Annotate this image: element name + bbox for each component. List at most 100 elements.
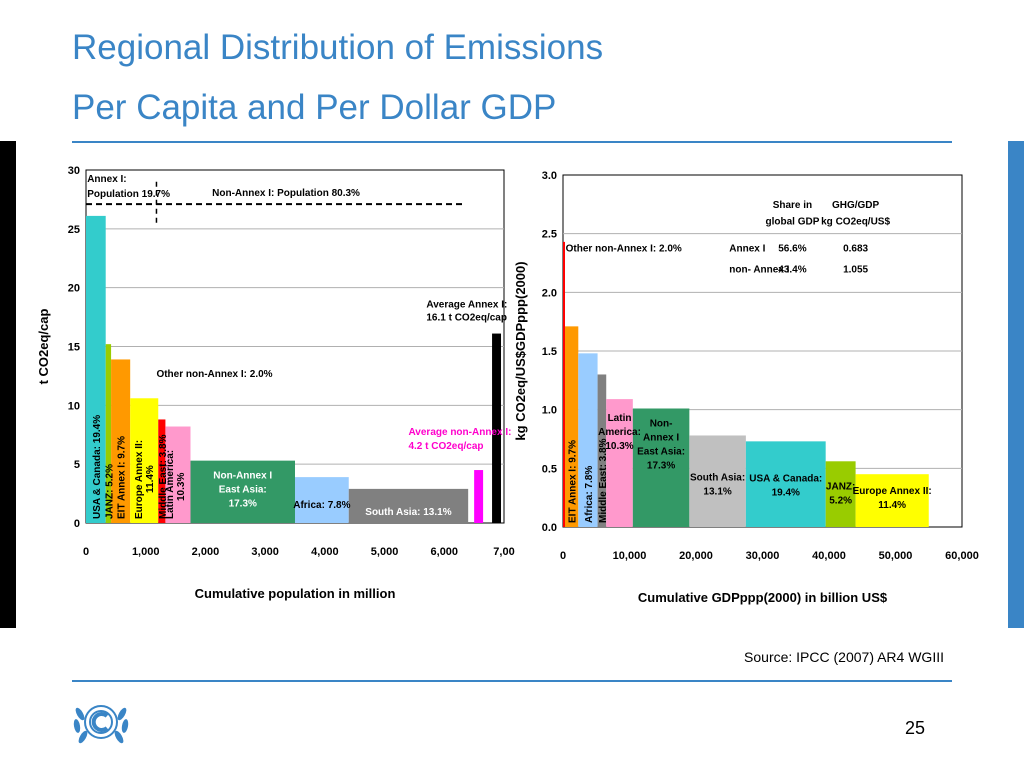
chart-2-bar-label: EIT Annex I: 9.7% [568, 440, 579, 523]
chart-2-table-cell: 56.6% [778, 243, 806, 254]
chart-1-bar-average-annex-i-16-1-t-co2eq-cap [492, 333, 502, 523]
chart-2-bar-label: USA & Canada: [749, 473, 822, 484]
chart-1-x-tick-label: 6,000 [431, 546, 459, 558]
chart-1-bar-europe-annex-ii-11-4 [130, 398, 159, 523]
chart-1-y-tick-label: 25 [68, 224, 80, 236]
chart-2-bar-label: 10.3% [605, 441, 633, 452]
chart-1-bar-south-asia-13-1 [348, 488, 469, 523]
chart-2-bar-non-annex-i-east-asia-17-3 [632, 408, 690, 527]
title-divider [72, 141, 952, 143]
chart-2-x-tick-label: 10,000 [613, 550, 647, 562]
chart-1-y-tick-label: 5 [74, 459, 80, 471]
chart-2-bar-label: 17.3% [647, 460, 675, 471]
chart-1-bar-label: East Asia: [219, 485, 267, 496]
chart-2-x-tick-label: 20,000 [679, 550, 713, 562]
chart-1-x-tick-label: 0 [83, 546, 89, 558]
chart-2-bar-label: 5.2% [829, 495, 852, 506]
chart-2-bar-usa-canada-19-4 [745, 441, 826, 527]
chart-1-y-tick-label: 10 [68, 400, 80, 412]
chart-2-table-cell: 43.4% [778, 264, 806, 275]
chart-2-bar-label: 11.4% [878, 500, 906, 511]
chart-1-annotation: 4.2 t CO2eq/cap [408, 441, 483, 452]
unfccc-logo-icon [73, 705, 129, 744]
chart-2-table-header: Share in [773, 200, 812, 211]
chart-2-bar-janz-5-2 [825, 461, 856, 527]
chart-1-x-tick-label: 5,000 [371, 546, 399, 558]
emissions-figure: 0 5 10 15 20 25 30 0 1,000 2,000 3,000 4,000 5,000 6,… [16, 150, 1008, 628]
chart-1-bar-africa-7-8 [295, 477, 349, 523]
chart-2-table-row-label: Annex I [729, 243, 765, 254]
chart-1-bar-label: EIT Annex I: 9.7% [117, 436, 128, 519]
chart-2-table-header: GHG/GDP [832, 200, 880, 211]
chart-1-annotation: Population 19.7% [87, 189, 170, 200]
chart-2-y-tick-label: 2.0 [542, 287, 557, 299]
chart-2-annotation: Other non-Annex I: 2.0% [566, 243, 682, 254]
page-number: 25 [905, 718, 926, 738]
chart-2-x-tick-label: 60,000 [945, 550, 979, 562]
right-edge-bar [1008, 141, 1024, 628]
chart-1-x-tick-label: 4,000 [311, 546, 339, 558]
chart-1-bar-label: Africa: 7.8% [293, 500, 350, 511]
chart-2-bar-label: East Asia: [637, 446, 685, 457]
chart-2-y-tick-label: 1.0 [542, 405, 557, 417]
chart-1-bar-label: Latin America: [165, 450, 176, 519]
chart-1-bar-label: Middle East: 3.8% [158, 434, 169, 519]
chart-2-x-axis-title: Cumulative GDPppp(2000) in billion US$ [638, 590, 888, 605]
chart-2-table-row-label: non- Annex I [729, 264, 789, 275]
chart-1-y-tick-label: 20 [68, 283, 80, 295]
chart-2-y-tick-label: 1.5 [542, 346, 557, 358]
slide-title-line-2: Per Capita and Per Dollar GDP [72, 88, 557, 127]
chart-1-x-tick-label: 1,000 [132, 546, 160, 558]
chart-2-table-header: global GDP [765, 216, 819, 227]
chart-2-x-tick-label: 30,000 [746, 550, 780, 562]
chart-2-bar-label: Latin [608, 413, 632, 424]
charts-svg: 0 5 10 15 20 25 30 0 1,000 2,000 3,000 4,000 5,000 6,… [36, 165, 979, 605]
chart-1-bar-label: 11.4% [145, 465, 156, 493]
chart-1-x-tick-label: 2,000 [192, 546, 220, 558]
source-caption: Source: IPCC (2007) AR4 WGIII [744, 649, 944, 665]
chart-2-y-tick-label: 0.5 [542, 463, 557, 475]
chart-1-bar-label: JANZ: 5.2% [104, 464, 115, 519]
left-edge-bar [0, 141, 16, 628]
chart-1-bar-janz-5-2 [105, 344, 112, 523]
chart-2-bar-middle-east-3-8 [597, 374, 607, 527]
chart-1-y-tick-label: 30 [68, 165, 80, 177]
chart-2-bar-eit-annex-i-9-7 [564, 326, 579, 527]
chart-2-x-tick-label: 50,000 [879, 550, 913, 562]
chart-1-x-tick-label: 7,00 [493, 546, 514, 558]
chart-2-bar-label: Middle East: 3.8% [598, 438, 609, 523]
chart-1-x-axis-title: Cumulative population in million [195, 586, 396, 601]
footer-divider [72, 680, 952, 682]
chart-2-bar-label: Annex I [643, 432, 679, 443]
slide-title-line-1: Regional Distribution of Emissions [72, 28, 604, 67]
chart-2-bar-label: Non- [650, 418, 673, 429]
chart-1-bar-usa-canada-19-4 [86, 215, 106, 523]
chart-2-x-tick-label: 40,000 [812, 550, 846, 562]
chart-2-bar-label: 13.1% [703, 486, 731, 497]
chart-1-bar-label: Non-Annex I [213, 471, 272, 482]
chart-2-x-tick-label: 0 [560, 550, 566, 562]
chart-1-bar-other-non-annex-i-2-0 [474, 470, 484, 523]
chart-2-bar-label: 19.4% [772, 487, 800, 498]
chart-1: 0 5 10 15 20 25 30 0 1,000 2,000 3,000 4,000 5,000 6,… [36, 165, 515, 601]
chart-2-y-tick-label: 0.0 [542, 522, 557, 534]
chart-1-bar-latin-america-10-3 [165, 426, 191, 523]
chart-1-y-tick-label: 15 [68, 342, 80, 354]
chart-1-bar-eit-annex-i-9-7 [111, 359, 131, 523]
chart-2-bar-label: Europe Annex II: [853, 486, 932, 497]
chart-1-annotation: Non-Annex I: Population 80.3% [212, 188, 360, 199]
chart-2-table-cell: 0.683 [843, 243, 868, 254]
chart-2-y-tick-label: 2.5 [542, 229, 557, 241]
chart-2-bar-label: Africa: 7.8% [584, 466, 595, 523]
chart-2-bar-label: South Asia: [690, 472, 745, 483]
chart-1-annotation: Annex I: [87, 174, 126, 185]
chart-2-bar-south-asia-13-1 [689, 435, 746, 527]
chart-2-y-tick-label: 3.0 [542, 170, 557, 182]
chart-1-bar-label: Europe Annex II: [134, 440, 145, 519]
chart-2-bar-label: America: [598, 427, 641, 438]
chart-1-annotation: 16.1 t CO2eq/cap [426, 313, 507, 324]
chart-1-bar-label: South Asia: 13.1% [365, 507, 451, 518]
chart-2-bar-europe-annex-ii-11-4 [855, 474, 929, 527]
chart-2-table-header: kg CO2eq/US$ [821, 216, 890, 227]
chart-2-bar-label: JANZ: [826, 481, 855, 492]
